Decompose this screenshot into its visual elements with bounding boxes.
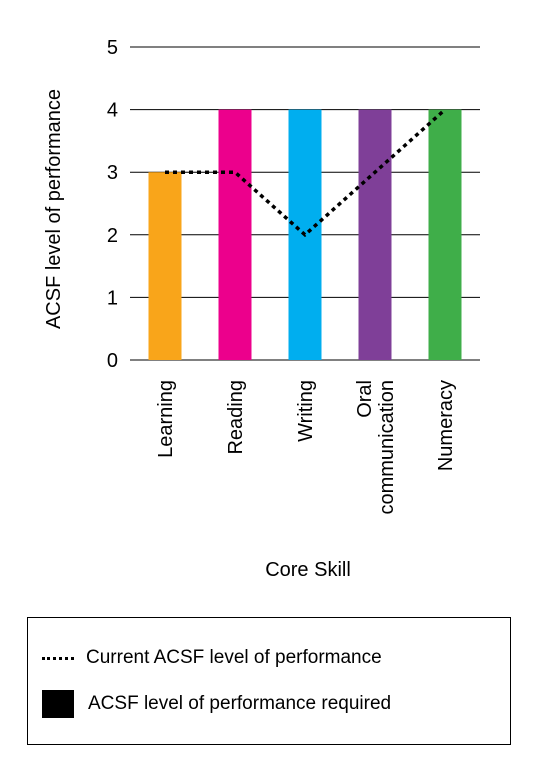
y-tick-label: 0	[107, 350, 118, 372]
dotted-line-icon	[42, 656, 74, 660]
x-tick-label: Reading	[225, 380, 247, 455]
y-tick-label: 3	[107, 162, 118, 184]
current-level-line	[165, 108, 447, 238]
y-tick-label: 5	[107, 37, 118, 59]
legend: Current ACSF level of performance ACSF l…	[27, 617, 511, 745]
bar-learning	[148, 172, 182, 360]
bar-chart: 0 1 2 3 4 5 Learning Reading Writing Oral communi…	[43, 37, 480, 581]
x-tick-label: Oral	[354, 380, 376, 418]
black-square-icon	[42, 690, 74, 718]
bar-oral-communication	[358, 109, 392, 360]
y-tick-label: 1	[107, 287, 118, 309]
y-axis-ticks: 0 1 2 3 4 5	[107, 37, 118, 372]
y-tick-label: 2	[107, 225, 118, 247]
legend-item-required: ACSF level of performance required	[42, 690, 391, 718]
bar-numeracy	[428, 109, 462, 360]
y-axis-label: ACSF level of performance	[43, 89, 65, 329]
current-level-polyline	[165, 108, 447, 238]
x-tick-label: Numeracy	[435, 380, 457, 471]
y-tick-label: 4	[107, 100, 118, 122]
legend-item-current: Current ACSF level of performance	[42, 644, 382, 672]
x-tick-label: communication	[376, 380, 398, 515]
x-axis-ticks: Learning Reading Writing Oral communication N…	[155, 380, 457, 515]
x-tick-label: Learning	[155, 380, 177, 458]
x-tick-label: Writing	[295, 380, 317, 442]
x-axis-label: Core Skill	[265, 559, 351, 581]
legend-label-current: Current ACSF level of performance	[86, 647, 382, 668]
legend-label-required: ACSF level of performance required	[88, 693, 392, 714]
bar-reading	[218, 109, 252, 360]
